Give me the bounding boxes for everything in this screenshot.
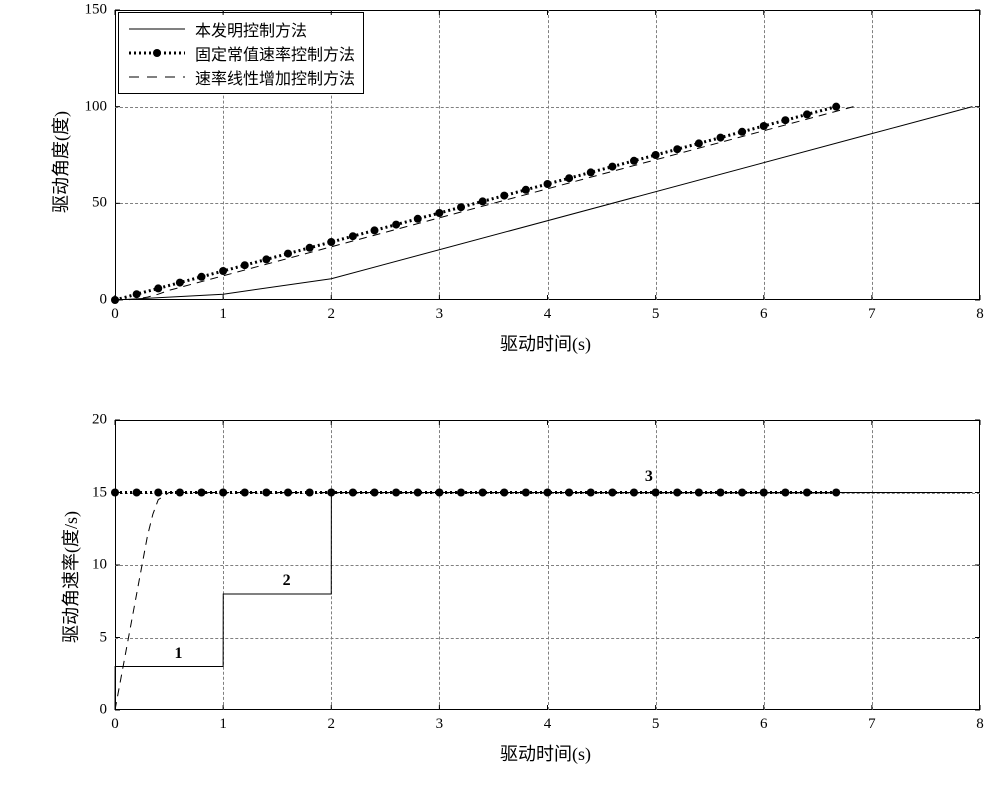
xtick-label: 8	[976, 716, 984, 733]
figure-container: 驱动角度(度) 012345678 050100150 驱动时间(s) 驱动角速…	[0, 0, 1000, 796]
legend-label: 本发明控制方法	[195, 17, 307, 41]
xtick-label: 0	[111, 716, 119, 733]
legend-swatch	[127, 19, 187, 39]
chart-annotation: 2	[283, 572, 291, 590]
chart-annotation: 1	[174, 645, 182, 663]
legend-item: 速率线性增加控制方法	[127, 65, 355, 89]
top-xlabel: 驱动时间(s)	[500, 330, 591, 356]
ytick-label: 10	[92, 557, 107, 574]
xtick-label: 8	[976, 306, 984, 323]
xtick-label: 5	[652, 716, 660, 733]
xtick-label: 3	[436, 306, 444, 323]
xtick-label: 5	[652, 306, 660, 323]
legend-swatch	[127, 67, 187, 87]
xtick-label: 0	[111, 306, 119, 323]
xtick-label: 3	[436, 716, 444, 733]
ytick-label: 5	[100, 629, 108, 646]
ytick-label: 0	[100, 702, 108, 719]
gridline-vertical	[656, 10, 657, 300]
legend-label: 速率线性增加控制方法	[195, 65, 355, 89]
gridline-horizontal	[115, 107, 980, 108]
ytick-label: 150	[85, 2, 108, 19]
xtick-label: 7	[868, 306, 876, 323]
bottom-ylabel: 驱动角速率(度/s)	[57, 493, 83, 643]
gridline-vertical	[764, 10, 765, 300]
legend-label: 固定常值速率控制方法	[195, 41, 355, 65]
xtick-label: 4	[544, 716, 552, 733]
legend-swatch	[127, 43, 187, 63]
ytick-label: 0	[100, 292, 108, 309]
top-ylabel: 驱动角度(度)	[47, 93, 73, 213]
bottom-xlabel: 驱动时间(s)	[500, 740, 591, 766]
gridline-vertical	[548, 10, 549, 300]
xtick-label: 2	[328, 716, 336, 733]
xtick-label: 6	[760, 306, 768, 323]
gridline-vertical	[439, 10, 440, 300]
xtick-label: 2	[328, 306, 336, 323]
xtick-label: 1	[219, 716, 227, 733]
legend-item: 固定常值速率控制方法	[127, 41, 355, 65]
gridline-vertical	[872, 10, 873, 300]
gridline-horizontal	[115, 565, 980, 566]
ytick-label: 100	[85, 98, 108, 115]
ytick-label: 15	[92, 484, 107, 501]
xtick-label: 4	[544, 306, 552, 323]
xtick-label: 7	[868, 716, 876, 733]
chart-annotation: 3	[645, 468, 653, 486]
gridline-horizontal	[115, 493, 980, 494]
legend-item: 本发明控制方法	[127, 17, 355, 41]
xtick-label: 1	[219, 306, 227, 323]
gridline-horizontal	[115, 203, 980, 204]
ytick-label: 20	[92, 412, 107, 429]
ytick-label: 50	[92, 195, 107, 212]
gridline-horizontal	[115, 638, 980, 639]
legend: 本发明控制方法固定常值速率控制方法速率线性增加控制方法	[118, 12, 364, 94]
xtick-label: 6	[760, 716, 768, 733]
